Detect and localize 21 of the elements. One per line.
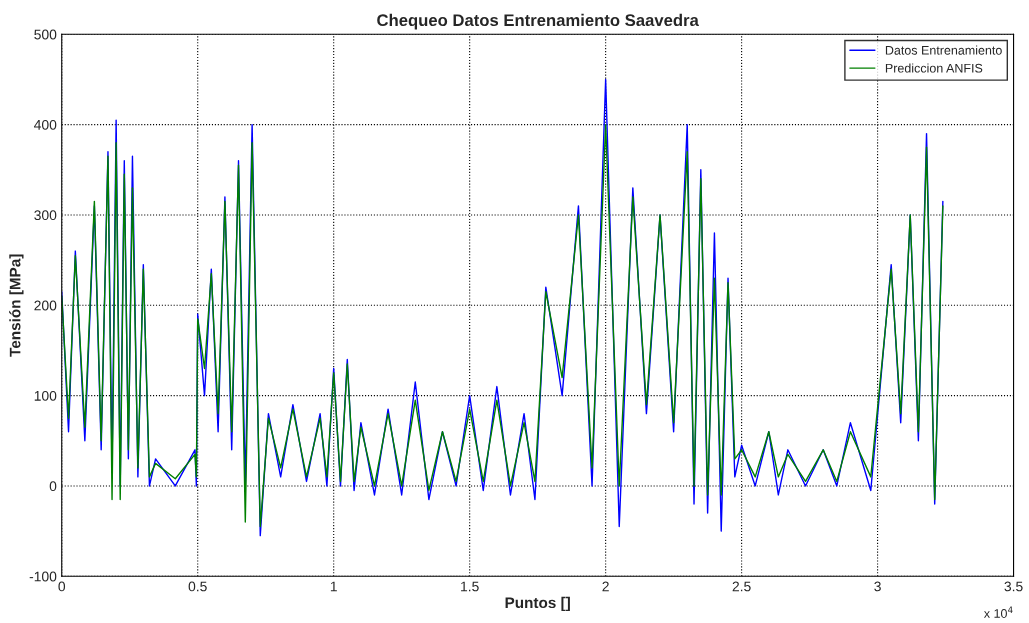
- x-tick-label: 1.5: [461, 581, 479, 592]
- x-tick-label: 3: [874, 581, 881, 592]
- y-tick-label: -100: [29, 571, 57, 582]
- y-tick-label: 300: [34, 210, 57, 221]
- x-tick-label: 0: [58, 581, 66, 592]
- y-tick-label: 400: [34, 119, 57, 130]
- y-tick-label: 100: [34, 390, 57, 401]
- y-tick-label: 500: [34, 29, 57, 40]
- chart-title: Chequeo Datos Entrenamiento Saavedra: [377, 13, 699, 30]
- legend-label: Prediccion ANFIS: [885, 63, 983, 73]
- text: x 10$^{4}$: [983, 606, 1013, 618]
- x-tick-label: 2.5: [732, 581, 751, 592]
- x-tick-label: 2: [602, 581, 609, 592]
- x-tick-label: 0.5: [188, 581, 207, 592]
- legend-label: Datos Entrenamiento: [885, 45, 1002, 55]
- x-axis-title: Puntos []: [505, 596, 570, 612]
- y-axis-title: Tensión [MPa]: [9, 254, 24, 357]
- y-tick-label: 200: [34, 300, 57, 311]
- x-tick-label: 1: [330, 581, 337, 592]
- y-tick-label: 0: [49, 481, 57, 492]
- x-tick-label: 3.5: [1004, 581, 1023, 592]
